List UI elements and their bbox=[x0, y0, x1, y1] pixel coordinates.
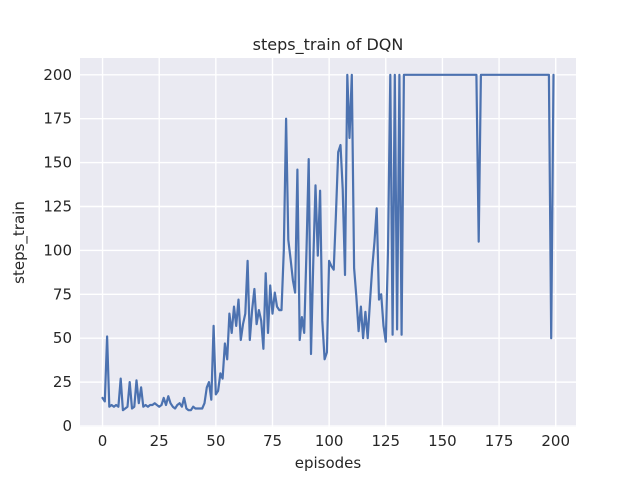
y-tick-label: 100 bbox=[43, 241, 72, 259]
y-tick-label: 150 bbox=[43, 154, 72, 172]
x-tick-label: 50 bbox=[206, 432, 225, 450]
y-tick-label: 25 bbox=[53, 373, 72, 391]
y-tick-label: 0 bbox=[62, 417, 72, 435]
y-tick-label: 75 bbox=[53, 285, 72, 303]
y-axis-label: steps_train bbox=[10, 201, 29, 284]
x-tick-label: 125 bbox=[371, 432, 400, 450]
x-tick-label: 175 bbox=[485, 432, 514, 450]
y-tick-label: 175 bbox=[43, 110, 72, 128]
x-tick-label: 25 bbox=[150, 432, 169, 450]
x-tick-label: 150 bbox=[428, 432, 457, 450]
plot-area bbox=[80, 58, 576, 427]
y-tick-label: 200 bbox=[43, 66, 72, 84]
y-tick-label: 50 bbox=[53, 329, 72, 347]
y-tick-label: 125 bbox=[43, 197, 72, 215]
x-tick-label: 0 bbox=[98, 432, 108, 450]
chart-title: steps_train of DQN bbox=[253, 35, 404, 55]
x-tick-label: 75 bbox=[263, 432, 282, 450]
x-tick-labels: 0 25 50 75 100 125 150 175 200 bbox=[98, 432, 570, 450]
y-tick-labels: 0 25 50 75 100 125 150 175 200 bbox=[43, 66, 72, 435]
x-tick-label: 200 bbox=[541, 432, 570, 450]
x-tick-label: 100 bbox=[315, 432, 344, 450]
x-axis-label: episodes bbox=[295, 454, 362, 472]
line-series-steps-train bbox=[101, 73, 555, 412]
